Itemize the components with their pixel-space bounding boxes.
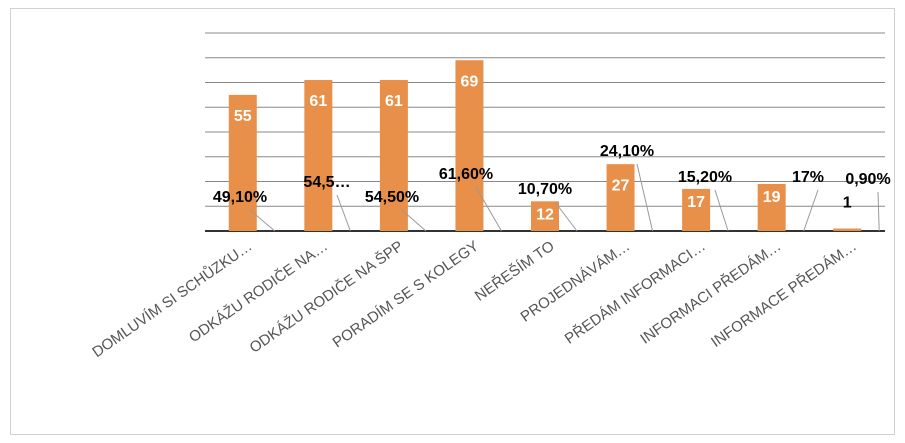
bar — [757, 183, 786, 231]
leader-line — [475, 186, 502, 232]
percent-label: 54,50% — [365, 189, 419, 206]
value-label: 12 — [536, 207, 554, 224]
percent-label: 10,70% — [518, 181, 572, 198]
leader-line — [554, 201, 578, 232]
value-label: 61 — [309, 93, 327, 110]
bar — [455, 60, 484, 231]
value-label: 69 — [461, 73, 479, 90]
percent-label: 17% — [792, 169, 824, 186]
leader-line — [401, 209, 427, 232]
bar — [606, 164, 635, 231]
leader-line — [636, 163, 654, 232]
percent-label: 49,10% — [213, 189, 267, 206]
value-label: 19 — [763, 189, 781, 206]
leader-line — [249, 209, 276, 232]
bar — [304, 80, 333, 232]
percent-label: 24,10% — [600, 143, 654, 160]
value-label: 1 — [843, 195, 852, 212]
value-label: 61 — [385, 93, 403, 110]
percent-label: 0,90% — [845, 171, 890, 188]
bar — [682, 188, 711, 231]
percent-label: 61,60% — [439, 166, 493, 183]
leader-line — [714, 189, 729, 232]
value-label: 17 — [687, 194, 705, 211]
bar — [531, 201, 559, 231]
bar — [228, 94, 257, 231]
bar — [379, 80, 408, 232]
chart-frame — [10, 8, 895, 435]
bar — [833, 228, 862, 231]
leader-line — [877, 191, 880, 232]
leader-line — [803, 189, 819, 232]
percent-label: 54,5… — [303, 174, 350, 191]
percent-label: 15,20% — [678, 169, 732, 186]
value-label: 27 — [612, 177, 630, 194]
leader-line — [336, 194, 351, 232]
value-label: 55 — [234, 108, 252, 125]
